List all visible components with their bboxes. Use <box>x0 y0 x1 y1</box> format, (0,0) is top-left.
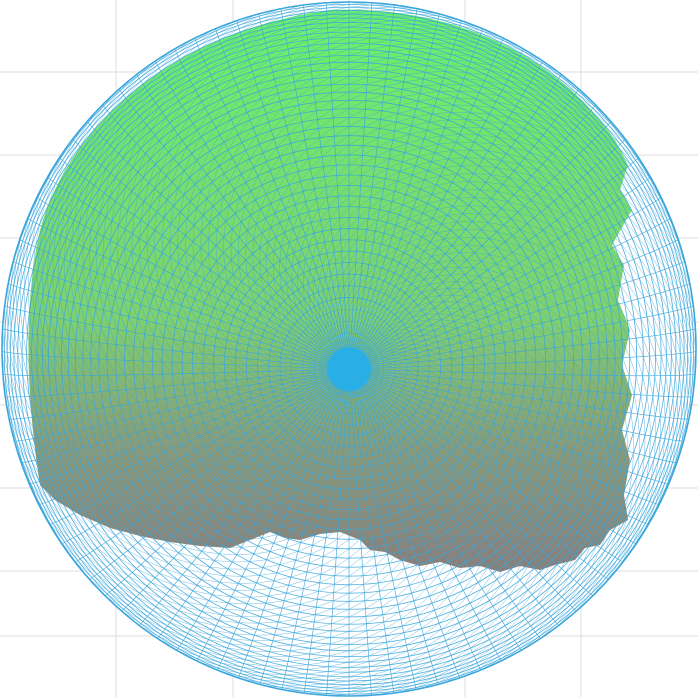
pole-singularity <box>327 347 371 391</box>
